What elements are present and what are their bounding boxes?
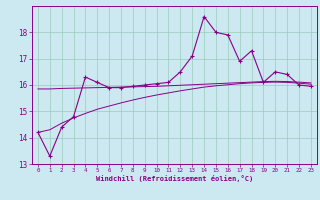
X-axis label: Windchill (Refroidissement éolien,°C): Windchill (Refroidissement éolien,°C) <box>96 175 253 182</box>
